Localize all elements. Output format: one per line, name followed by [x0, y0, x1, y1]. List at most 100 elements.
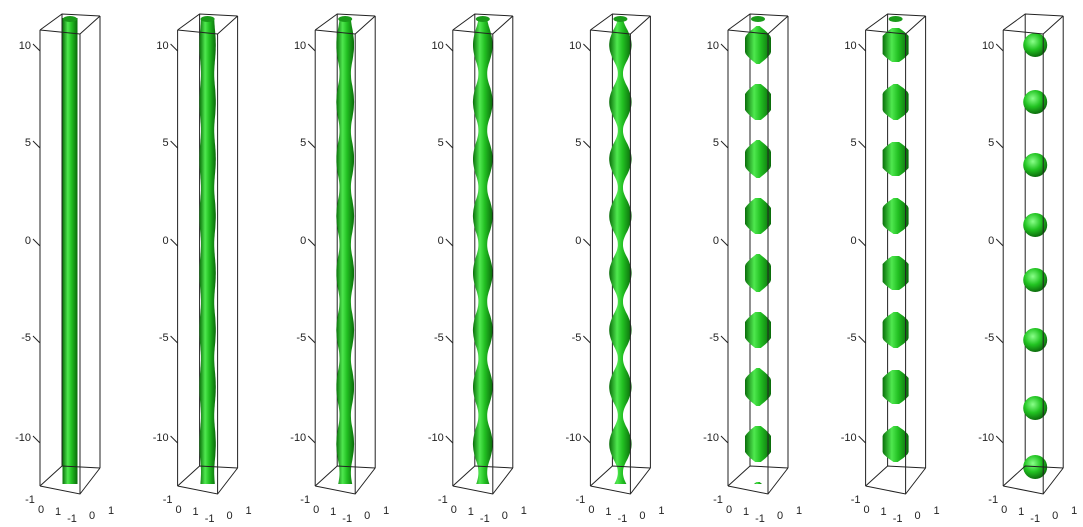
y-tick-label: -1 — [300, 494, 310, 506]
liquid-thread — [336, 18, 355, 484]
z-tick — [307, 238, 316, 247]
x-tick-label: 0 — [1052, 510, 1058, 522]
z-tick — [32, 435, 41, 444]
z-tick-label: 5 — [25, 137, 31, 149]
box-edge — [177, 465, 238, 487]
z-tick — [307, 43, 316, 52]
x-tick-label: 1 — [934, 505, 940, 517]
box-edge — [39, 467, 101, 495]
z-tick-label: 5 — [438, 137, 444, 149]
liquid-thread — [882, 312, 909, 348]
x-tick-label: -1 — [893, 513, 903, 525]
z-tick-label: -10 — [153, 432, 169, 444]
x-tick-label: -1 — [755, 513, 765, 525]
box-edge — [727, 467, 789, 495]
box-edge — [1002, 13, 1064, 31]
thread-top — [338, 16, 353, 22]
x-tick-label: 0 — [502, 510, 508, 522]
z-tick-label: 10 — [707, 40, 719, 52]
x-tick-label: 1 — [1071, 505, 1077, 517]
y-tick-label: 1 — [468, 506, 474, 518]
z-tick — [995, 43, 1004, 52]
z-tick-label: 10 — [156, 40, 168, 52]
z-tick — [170, 43, 178, 52]
x-tick-label: -1 — [1030, 513, 1040, 525]
droplet — [1023, 396, 1048, 420]
z-tick — [445, 140, 454, 149]
x-tick-label: 0 — [639, 510, 645, 522]
z-tick-label: 0 — [988, 235, 994, 247]
z-tick — [858, 435, 866, 444]
box-edge — [1003, 467, 1064, 495]
z-tick — [583, 140, 591, 149]
y-tick-label: -1 — [438, 494, 448, 506]
z-tick — [445, 435, 454, 444]
liquid-thread — [882, 256, 909, 290]
z-tick — [720, 435, 729, 444]
z-tick — [445, 335, 454, 344]
box-edge — [590, 465, 651, 487]
liquid-thread — [745, 198, 771, 234]
y-tick-label: 0 — [1001, 504, 1007, 516]
liquid-thread — [62, 18, 78, 484]
liquid-thread — [882, 84, 909, 120]
z-tick-label: 10 — [294, 40, 306, 52]
droplet — [1023, 213, 1048, 237]
droplet — [1023, 328, 1048, 352]
z-tick — [307, 435, 316, 444]
z-tick-label: 10 — [432, 40, 444, 52]
y-tick-label: 0 — [588, 504, 594, 516]
box-edge — [177, 467, 238, 495]
y-tick-label: 1 — [55, 506, 61, 518]
liquid-thread — [199, 18, 216, 484]
box-edge — [452, 465, 513, 487]
x-tick-label: 1 — [796, 505, 802, 517]
liquid-thread — [745, 254, 771, 292]
x-tick-label: 0 — [364, 510, 370, 522]
thread-top — [475, 16, 490, 22]
z-tick-label: 0 — [713, 235, 719, 247]
x-tick-label: 0 — [227, 510, 233, 522]
y-tick-label: 0 — [38, 504, 44, 516]
y-tick-label: -1 — [713, 494, 723, 506]
liquid-thread — [882, 142, 909, 176]
thread-top — [751, 16, 765, 22]
liquid-thread — [882, 426, 909, 462]
liquid-thread — [882, 370, 909, 404]
droplet — [1023, 268, 1048, 292]
z-tick — [170, 238, 178, 247]
z-tick — [32, 140, 41, 149]
z-tick — [32, 335, 41, 344]
z-tick-label: 5 — [300, 137, 306, 149]
z-tick — [170, 435, 178, 444]
z-tick-label: 5 — [850, 137, 856, 149]
z-tick-label: -5 — [434, 332, 444, 344]
y-tick-label: 1 — [330, 506, 336, 518]
y-tick-label: 0 — [451, 504, 457, 516]
z-tick — [720, 238, 729, 247]
x-tick-label: -1 — [67, 513, 77, 525]
box-edge — [315, 467, 376, 495]
box-edge — [1002, 465, 1064, 487]
z-tick-label: 0 — [850, 235, 856, 247]
z-tick-label: 0 — [575, 235, 581, 247]
z-tick — [583, 43, 591, 52]
liquid-thread — [882, 198, 909, 234]
y-tick-label: 0 — [313, 504, 319, 516]
z-tick — [858, 43, 866, 52]
z-tick-label: -5 — [572, 332, 582, 344]
z-tick-label: 0 — [162, 235, 168, 247]
z-tick-label: 10 — [569, 40, 581, 52]
y-tick-label: 1 — [743, 506, 749, 518]
box-edge — [1003, 15, 1064, 35]
x-tick-label: -1 — [618, 513, 628, 525]
thread-top — [63, 16, 77, 22]
box-edge — [865, 467, 926, 495]
z-tick — [583, 335, 591, 344]
